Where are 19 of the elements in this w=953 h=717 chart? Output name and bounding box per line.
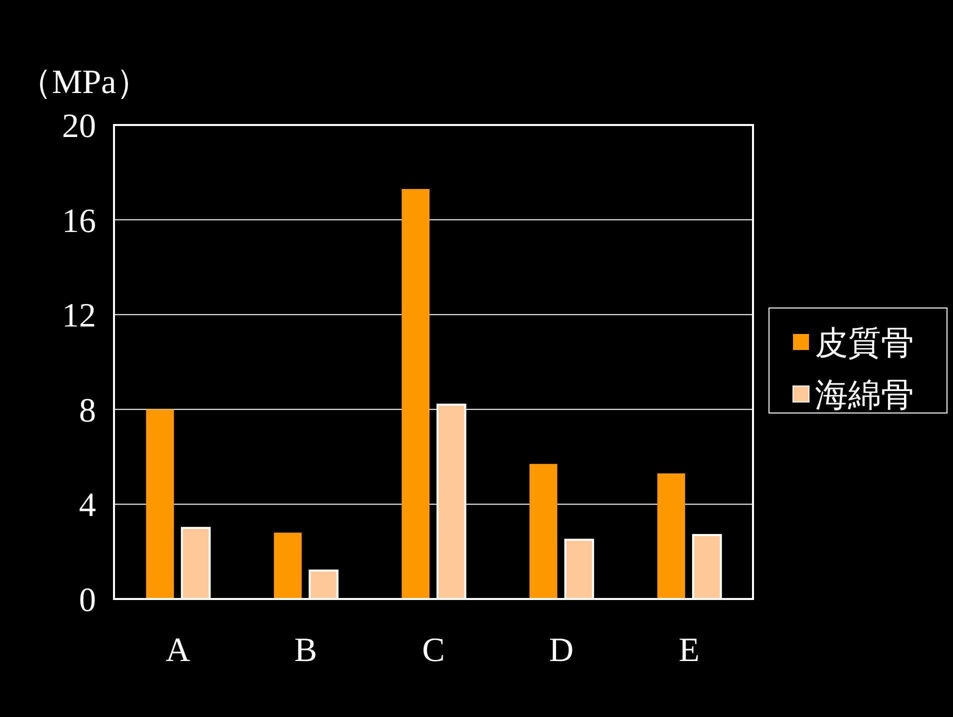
x-tick-label: A [166, 632, 191, 669]
bar [146, 409, 174, 599]
bar [274, 532, 302, 599]
y-tick-label: 4 [79, 487, 96, 524]
x-tick-label: D [549, 632, 574, 669]
y-tick-label: 20 [62, 108, 96, 145]
x-tick-label: B [294, 632, 318, 669]
x-tick-label: E [678, 632, 700, 669]
y-tick-label: 16 [62, 202, 96, 240]
bar [657, 473, 686, 599]
y-tick-label: 8 [79, 392, 96, 430]
legend-label: 皮質骨 [815, 326, 914, 362]
bar [402, 188, 430, 599]
y-tick-label: 0 [79, 582, 96, 619]
legend-label: 海綿骨 [815, 378, 914, 414]
y-tick-label: 12 [62, 298, 96, 335]
y-axis-title: （MPa） [18, 64, 150, 101]
x-tick-label: C [422, 632, 445, 669]
bar [530, 464, 558, 599]
